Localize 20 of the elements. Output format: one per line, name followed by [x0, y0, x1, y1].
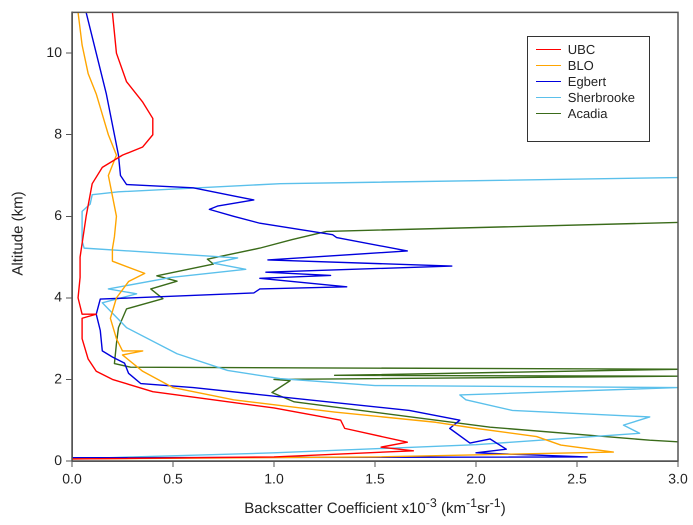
y-axis-title: Altitude (km): [10, 190, 26, 278]
legend-label: Egbert: [568, 74, 606, 88]
x-axis-title: Backscatter Coefficient x10$^{-3}$ (km$^{-1}$sr$^{-1}$): [243, 496, 507, 517]
y-tick-label: 6: [54, 207, 62, 224]
x-tick-label: 2.5: [567, 470, 587, 486]
legend-label: Acadia: [568, 106, 608, 120]
x-tick-label: 1.5: [365, 470, 385, 486]
legend-label: UBC: [568, 42, 596, 56]
x-tick-label: 2.0: [466, 470, 486, 486]
y-tick-label: 2: [54, 370, 62, 386]
x-tick-label: 3.0: [668, 470, 688, 486]
legend-label: Sherbrooke: [568, 90, 635, 104]
legend-label: BLO: [568, 58, 594, 72]
x-tick-label: 0.5: [163, 470, 183, 486]
x-tick-label: 1.0: [264, 470, 284, 486]
y-tick-label: 10: [46, 44, 62, 60]
y-tick-label: 8: [54, 126, 62, 142]
y-tick-label: 0: [54, 452, 62, 468]
y-tick-label: 4: [54, 288, 62, 305]
x-tick-label: 0.0: [62, 470, 82, 486]
